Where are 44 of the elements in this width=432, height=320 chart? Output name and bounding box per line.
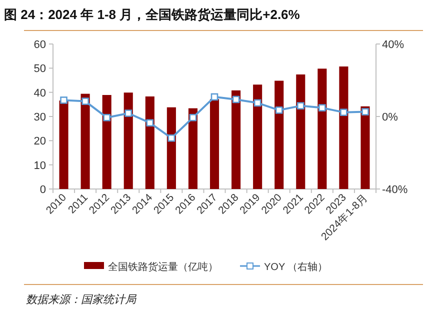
bar — [188, 108, 198, 189]
bar — [253, 84, 262, 189]
chart-title: 图 24：2024 年 1-8 月，全国铁路货运量同比+2.6% — [4, 7, 300, 22]
source-note: 数据来源：国家统计局 — [26, 293, 137, 306]
y-tick-label: 10 — [34, 160, 46, 172]
bar — [102, 94, 112, 189]
bar — [59, 100, 68, 189]
y-tick-label: 0 — [40, 184, 46, 196]
point — [60, 96, 68, 104]
bar — [166, 107, 176, 189]
point — [254, 99, 262, 107]
bar — [360, 106, 370, 189]
bar — [339, 66, 348, 189]
point — [103, 114, 110, 122]
y-tick-label: 20 — [34, 136, 46, 148]
bar — [145, 96, 154, 189]
bar — [124, 92, 133, 189]
point — [189, 114, 197, 122]
bar — [296, 74, 306, 189]
legend-label: 全国铁路货运量（亿吨） — [108, 261, 218, 273]
point — [275, 106, 283, 114]
bar — [274, 80, 284, 189]
point — [340, 108, 348, 116]
y-tick-label: 60 — [34, 39, 46, 51]
y2-tick-label: 0% — [382, 112, 398, 124]
point — [210, 93, 218, 101]
point — [168, 134, 176, 142]
point — [82, 98, 89, 105]
point — [146, 119, 154, 126]
point — [362, 108, 369, 116]
bar — [210, 99, 220, 189]
y-tick-label: 40 — [34, 87, 46, 100]
y-tick-label: 50 — [34, 63, 46, 76]
point — [232, 96, 240, 104]
bar — [80, 94, 90, 189]
point — [296, 102, 304, 110]
legend-label: YOY （右轴） — [264, 261, 328, 273]
point — [318, 104, 326, 112]
y2-tick-label: -40% — [382, 184, 408, 196]
y2-tick-label: 40% — [382, 39, 404, 51]
bar — [318, 68, 327, 189]
y-tick-label: 30 — [34, 112, 46, 124]
bar — [232, 90, 241, 189]
point — [124, 110, 132, 117]
